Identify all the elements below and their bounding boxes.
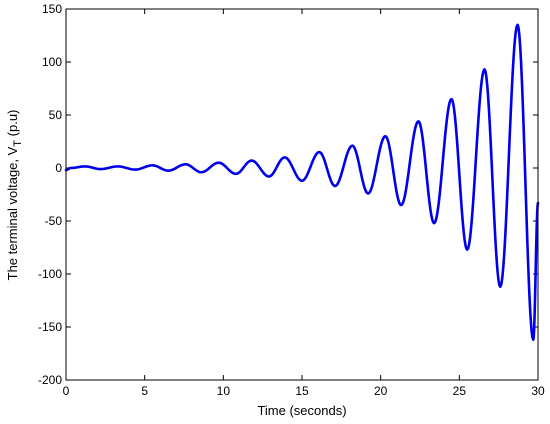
plot-frame — [65, 8, 539, 381]
x-axis-label: Time (seconds) — [257, 403, 346, 418]
y-axis-label-subscript: T — [12, 140, 24, 147]
x-axis-ticks: 0 5 10 15 20 25 30 — [63, 9, 545, 398]
y-tick-label: 50 — [49, 108, 63, 122]
x-tick-label: 20 — [374, 384, 388, 398]
y-tick-label: 150 — [42, 2, 62, 16]
plot-area — [66, 9, 538, 380]
y-tick-label: -200 — [38, 373, 62, 387]
y-axis-label: The terminal voltage, VT (p.u) — [5, 110, 24, 281]
y-tick-label: -100 — [38, 267, 62, 281]
x-tick-label: 25 — [453, 384, 467, 398]
x-tick-label: 15 — [295, 384, 309, 398]
x-tick-label: 0 — [63, 384, 70, 398]
y-axis-label-main: The terminal voltage, V — [5, 146, 20, 280]
y-axis-ticks: -200 -150 -100 -50 0 50 100 150 — [38, 2, 538, 387]
y-tick-label: 0 — [55, 161, 62, 175]
series-line — [64, 23, 540, 342]
y-tick-label: -150 — [38, 320, 62, 334]
y-axis-label-unit: (p.u) — [5, 110, 20, 140]
x-tick-label: 5 — [141, 384, 148, 398]
y-tick-label: 100 — [42, 55, 62, 69]
x-tick-label: 30 — [531, 384, 545, 398]
x-tick-label: 10 — [217, 384, 231, 398]
y-tick-label: -50 — [45, 214, 63, 228]
